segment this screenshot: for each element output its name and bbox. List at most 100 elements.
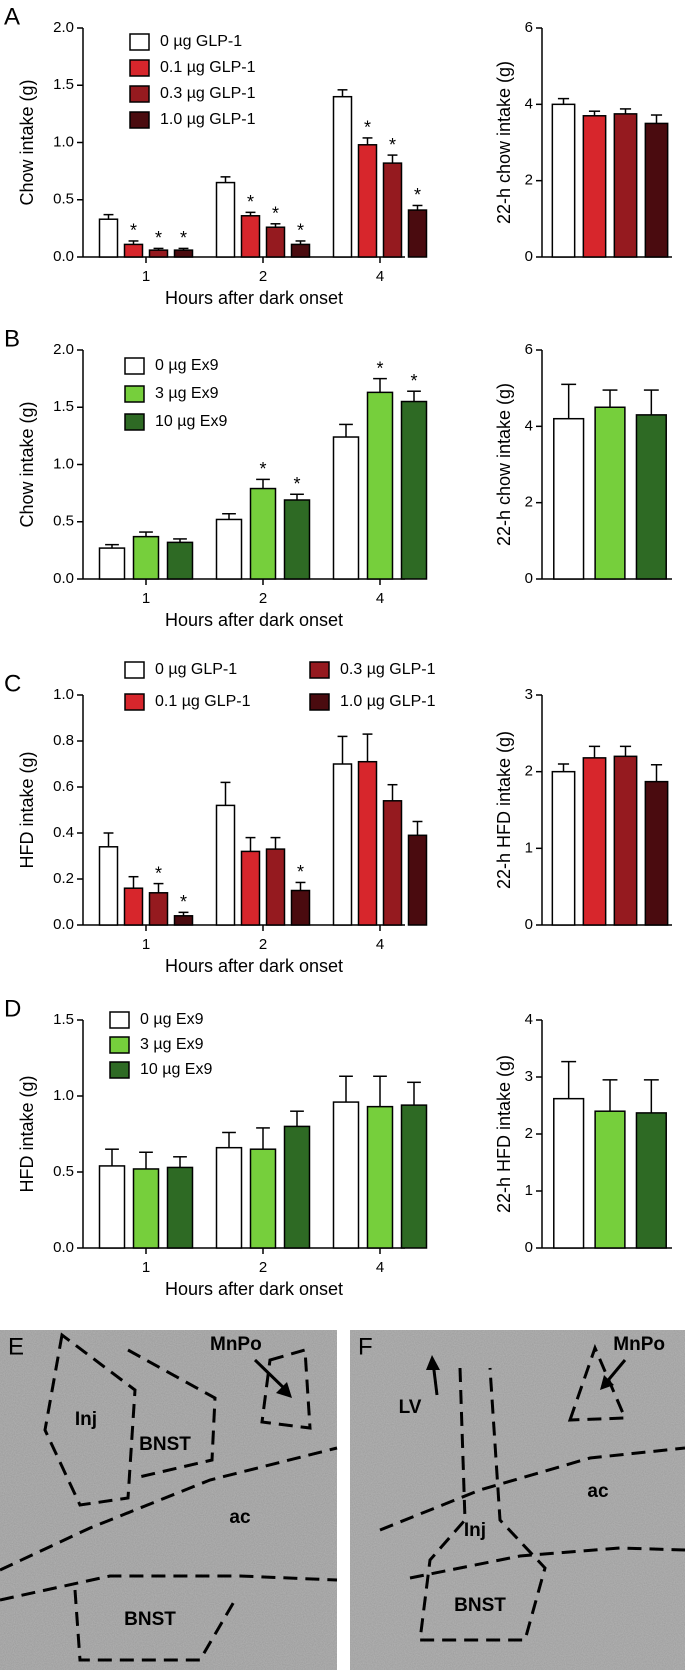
bar — [283, 499, 311, 580]
bar — [132, 1168, 160, 1249]
y-axis-label: HFD intake (g) — [17, 1075, 37, 1192]
x-tick-label: 4 — [376, 590, 384, 607]
bar — [132, 535, 160, 580]
y-tick-label: 0.8 — [53, 732, 74, 749]
legend-swatch — [124, 413, 145, 431]
bar — [215, 181, 236, 258]
legend-swatch — [129, 33, 150, 51]
significance-marker: * — [414, 185, 421, 205]
significance-marker: * — [410, 371, 417, 391]
legend-swatch — [124, 357, 145, 375]
legend-swatch — [129, 111, 150, 129]
legend-label: 10 µg Ex9 — [140, 1061, 212, 1078]
x-tick-label: 4 — [376, 268, 384, 285]
bar — [173, 915, 194, 926]
region-label: Inj — [464, 1520, 486, 1541]
y-tick-label: 4 — [525, 417, 533, 434]
y-tick-label: 1.0 — [53, 455, 74, 472]
y-tick-label: 2.0 — [53, 341, 74, 358]
legend-label: 3 µg Ex9 — [155, 385, 219, 402]
region-label: BNST — [454, 1595, 506, 1616]
y-tick-label: 3 — [525, 686, 533, 703]
legend-swatch — [309, 661, 330, 679]
y-tick-label: 6 — [525, 19, 533, 36]
bar — [332, 1101, 360, 1249]
y-tick-label: 1 — [525, 839, 533, 856]
x-tick-label: 4 — [376, 1259, 384, 1276]
significance-marker: * — [293, 474, 300, 494]
y-tick-label: 1.0 — [53, 686, 74, 703]
bar — [240, 850, 261, 926]
legend-swatch — [129, 59, 150, 77]
y-tick-label: 2 — [525, 494, 533, 511]
y-tick-label: 1.5 — [53, 76, 74, 93]
legend-swatch — [109, 1036, 130, 1054]
tissue-texture — [350, 1330, 685, 1670]
significance-marker: * — [247, 192, 254, 212]
legend-label: 10 µg Ex9 — [155, 413, 227, 430]
x-tick-label: 4 — [376, 936, 384, 953]
y-tick-label: 0 — [525, 916, 533, 933]
y-tick-label: 1 — [525, 1182, 533, 1199]
bar — [644, 122, 669, 258]
y-tick-label: 1.0 — [53, 133, 74, 150]
x-tick-label: 1 — [142, 1259, 150, 1276]
region-label: BNST — [139, 1434, 191, 1455]
legend-swatch — [129, 85, 150, 103]
bar — [332, 95, 353, 258]
bar — [407, 209, 428, 258]
bar — [166, 1166, 194, 1249]
y-tick-label: 0.0 — [53, 916, 74, 933]
region-label: ac — [229, 1507, 251, 1528]
bar — [148, 892, 169, 926]
y-tick-label: 0.0 — [53, 570, 74, 587]
y-tick-label: 2 — [525, 763, 533, 780]
y-tick-label: 0.2 — [53, 870, 74, 887]
significance-marker: * — [259, 459, 266, 479]
legend-label: 0 µg GLP-1 — [160, 33, 242, 50]
y-tick-label: 0.5 — [53, 513, 74, 530]
legend-swatch — [309, 693, 330, 711]
x-tick-label: 1 — [142, 936, 150, 953]
bar — [332, 436, 360, 580]
bar — [332, 763, 353, 926]
bar — [594, 406, 626, 580]
legend-label: 0.1 µg GLP-1 — [155, 693, 251, 710]
bar — [166, 541, 194, 580]
bar — [215, 518, 243, 580]
region-label: MnPo — [210, 1334, 262, 1355]
bar — [283, 1125, 311, 1249]
y-tick-label: 6 — [525, 341, 533, 358]
y-tick-label: 4 — [525, 95, 533, 112]
significance-marker: * — [376, 358, 383, 378]
bar — [98, 1165, 126, 1249]
bar — [382, 800, 403, 926]
bar — [357, 144, 378, 258]
significance-marker: * — [130, 221, 137, 241]
legend-swatch — [124, 661, 145, 679]
bar — [148, 249, 169, 258]
legend-label: 0.3 µg GLP-1 — [340, 661, 436, 678]
region-label: Inj — [75, 1409, 97, 1430]
y-axis-label: 22-h chow intake (g) — [494, 61, 514, 224]
bnst-outline — [127, 1348, 217, 1480]
bar — [382, 162, 403, 258]
y-axis-label: Chow intake (g) — [17, 79, 37, 205]
y-axis-label: 22-h HFD intake (g) — [494, 731, 514, 889]
ac-lower — [409, 1546, 685, 1580]
legend-label: 0 µg Ex9 — [155, 357, 219, 374]
panel-letter: B — [4, 325, 20, 352]
x-axis-label: Hours after dark onset — [165, 610, 343, 630]
inj-outline — [43, 1332, 137, 1507]
y-tick-label: 0.5 — [53, 1163, 74, 1180]
bar — [173, 249, 194, 258]
bar — [240, 215, 261, 258]
ac-lower — [0, 1574, 338, 1602]
y-tick-label: 2.0 — [53, 19, 74, 36]
bar — [400, 1104, 428, 1249]
bar — [551, 770, 576, 926]
bar — [553, 1097, 585, 1249]
bar — [215, 804, 236, 926]
arrow-head — [276, 1382, 292, 1398]
y-tick-label: 0.0 — [53, 1239, 74, 1256]
